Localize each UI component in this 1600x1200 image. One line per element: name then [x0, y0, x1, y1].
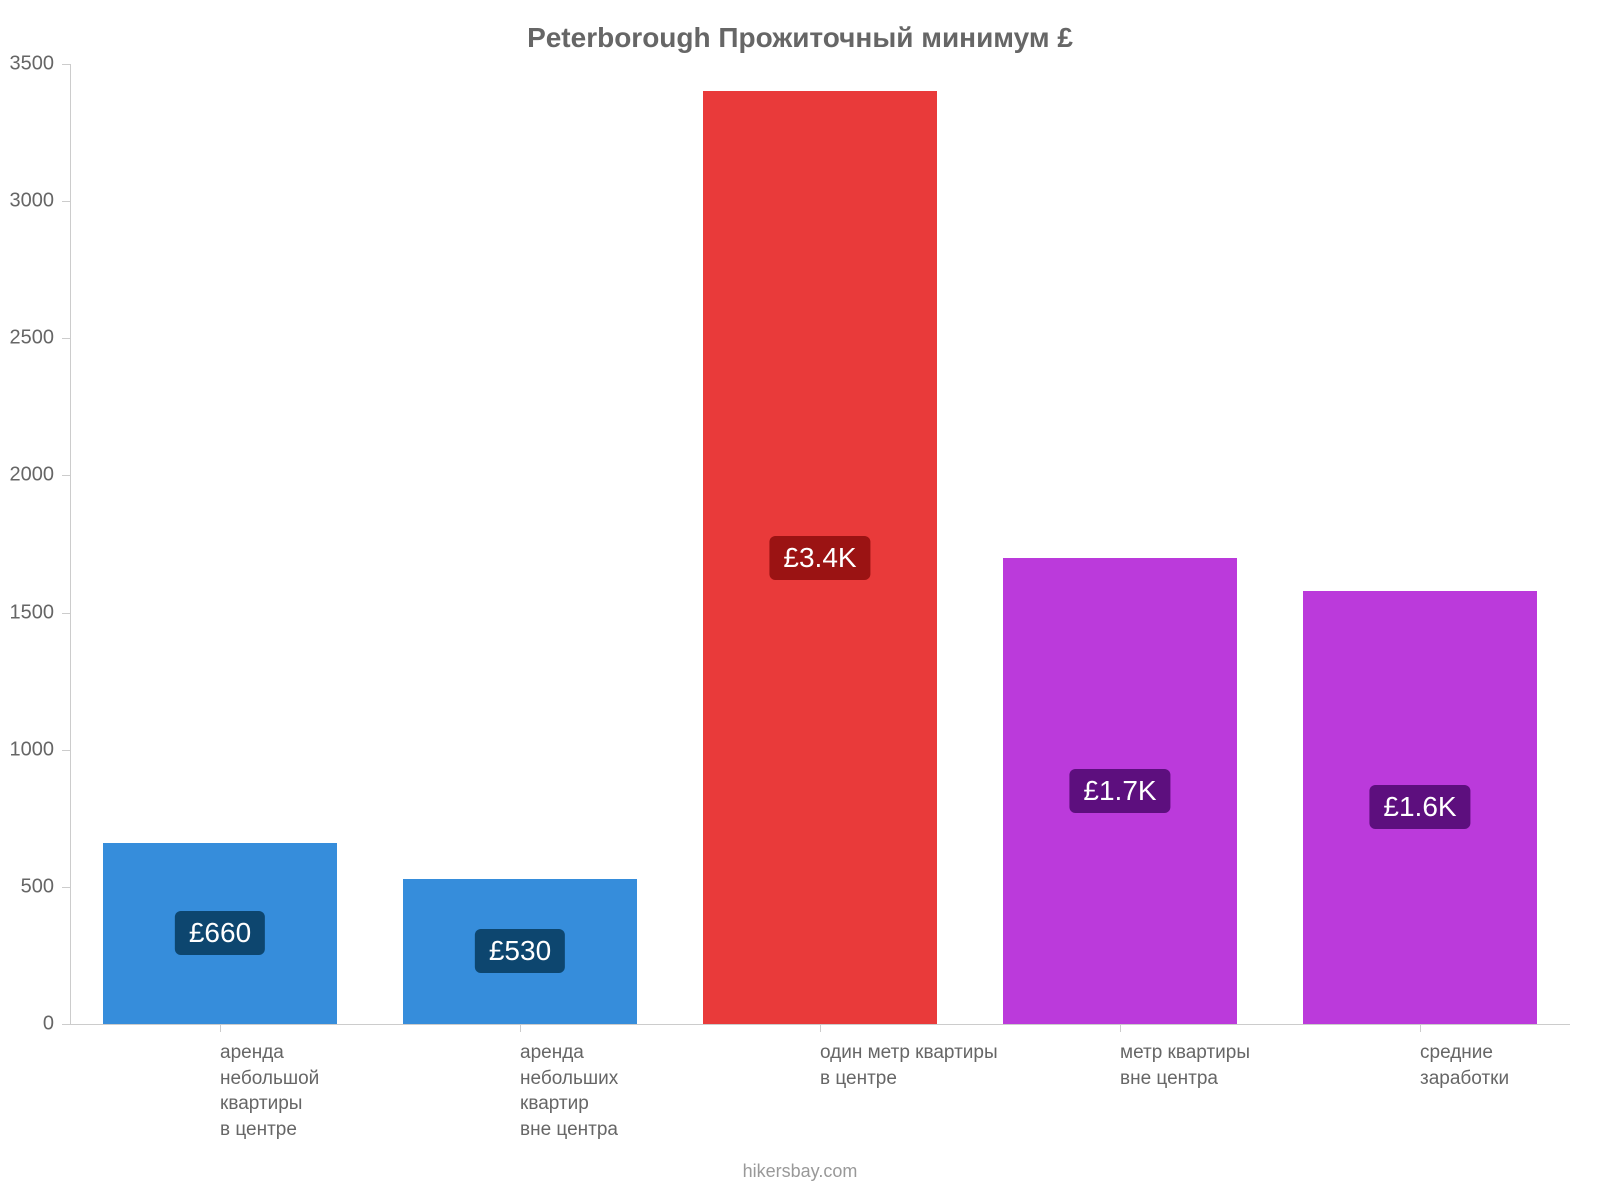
x-tick-label: аренданебольшойквартирыв центре [220, 1040, 460, 1143]
x-tick-mark [1120, 1024, 1121, 1032]
x-tick-mark [820, 1024, 821, 1032]
y-tick-mark [62, 475, 70, 476]
y-tick-label: 0 [43, 1013, 54, 1036]
x-tick-mark [1420, 1024, 1421, 1032]
bar-value-label: £530 [475, 929, 565, 973]
y-tick-mark [62, 1024, 70, 1025]
y-tick-label: 1000 [10, 738, 55, 761]
bar-value-label: £660 [175, 911, 265, 955]
y-tick-mark [62, 338, 70, 339]
y-tick-label: 1500 [10, 601, 55, 624]
y-tick-mark [62, 201, 70, 202]
y-tick-label: 2500 [10, 327, 55, 350]
cost-of-living-chart: Peterborough Прожиточный минимум £ 05001… [0, 0, 1600, 1200]
y-tick-mark [62, 887, 70, 888]
bar-value-label: £1.7K [1069, 769, 1170, 813]
chart-footer: hikersbay.com [0, 1161, 1600, 1182]
plot-area: 0500100015002000250030003500£660арендане… [70, 64, 1570, 1024]
y-axis-line [70, 64, 71, 1024]
x-tick-label: метр квартирывне центра [1120, 1040, 1360, 1091]
y-tick-label: 3500 [10, 53, 55, 76]
chart-title: Peterborough Прожиточный минимум £ [0, 22, 1600, 54]
y-tick-mark [62, 613, 70, 614]
y-tick-label: 2000 [10, 464, 55, 487]
y-tick-label: 3000 [10, 190, 55, 213]
x-tick-label: один метр квартирыв центре [820, 1040, 1060, 1091]
bar-value-label: £3.4K [769, 536, 870, 580]
bar-value-label: £1.6K [1369, 785, 1470, 829]
x-tick-label: средниезаработки [1420, 1040, 1600, 1091]
y-tick-label: 500 [21, 875, 54, 898]
x-tick-mark [520, 1024, 521, 1032]
x-tick-mark [220, 1024, 221, 1032]
y-tick-mark [62, 64, 70, 65]
y-tick-mark [62, 750, 70, 751]
x-tick-label: аренданебольшихквартирвне центра [520, 1040, 760, 1143]
